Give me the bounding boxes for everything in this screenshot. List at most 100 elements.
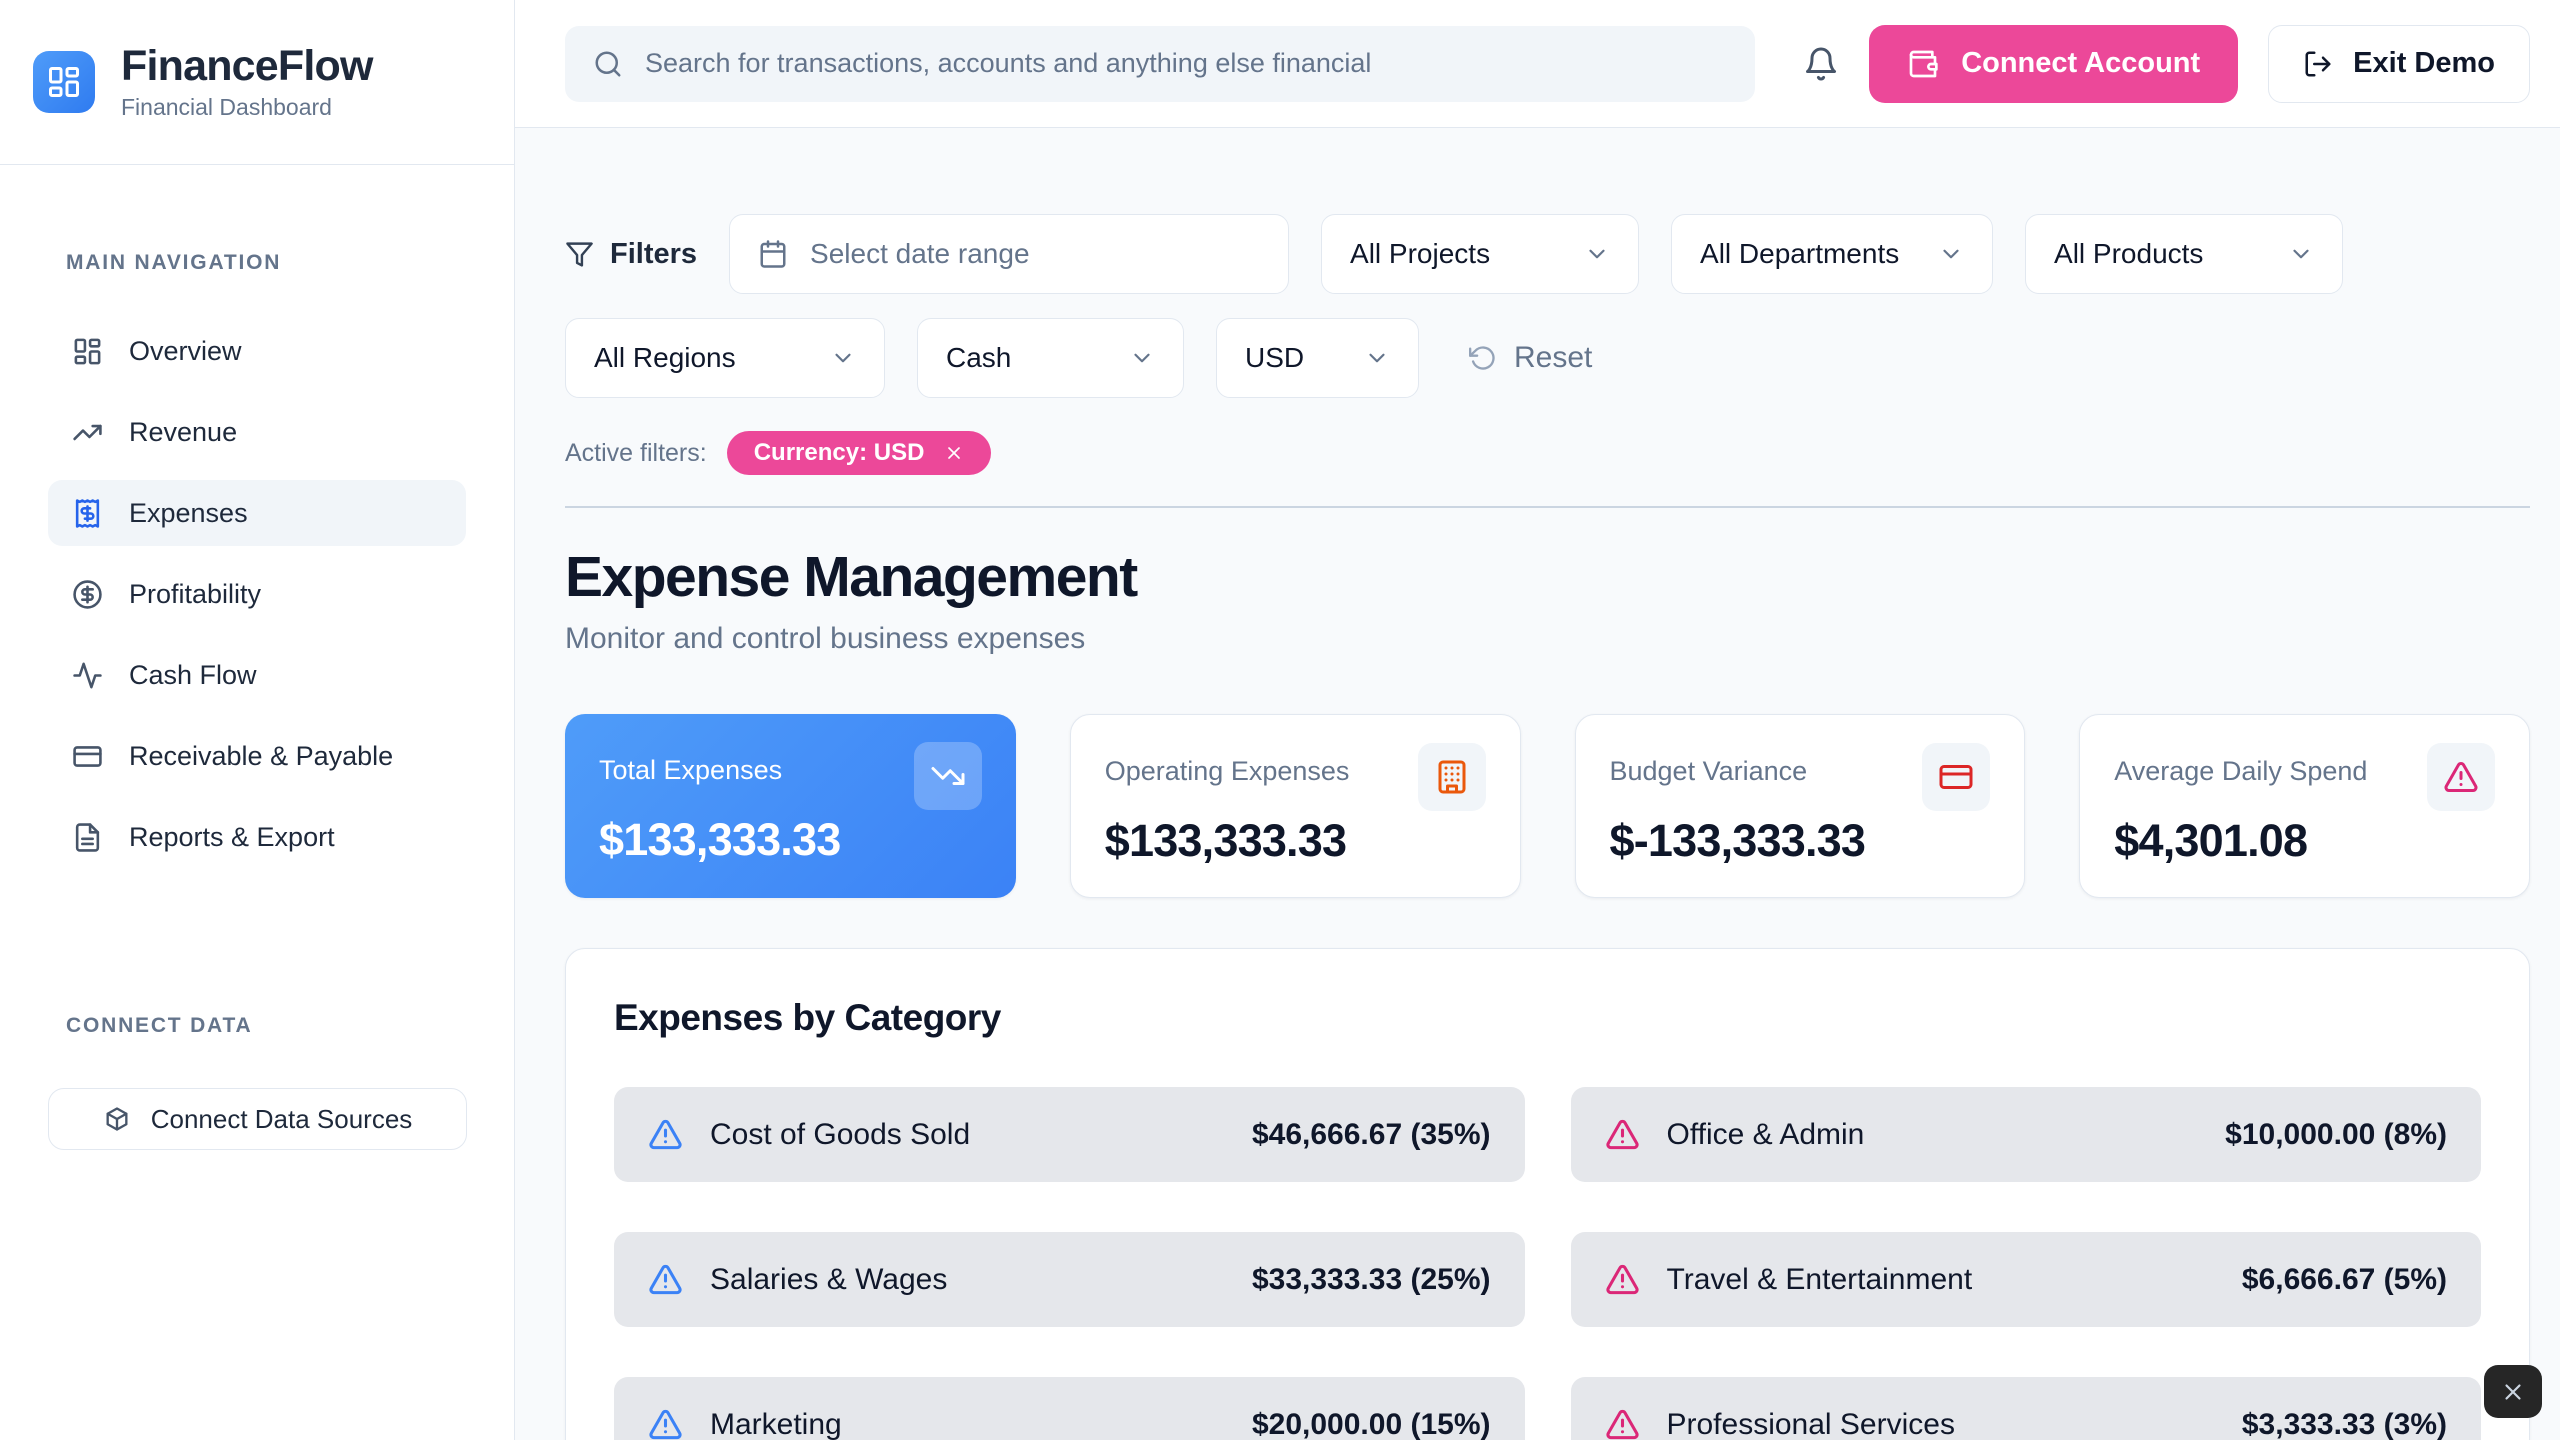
sidebar-item-label: Cash Flow bbox=[129, 659, 257, 690]
sidebar-item-label: Profitability bbox=[129, 578, 262, 609]
metric-value: $133,333.33 bbox=[1104, 815, 1347, 866]
sidebar-item-overview[interactable]: Overview bbox=[48, 318, 466, 384]
notifications-button[interactable] bbox=[1803, 46, 1839, 82]
category-value: $6,666.67 (5%) bbox=[2241, 1262, 2447, 1296]
category-row-travel-entertainment[interactable]: Travel & Entertainment $6,666.67 (5%) bbox=[1570, 1232, 2481, 1327]
global-search[interactable] bbox=[565, 25, 1755, 102]
filters-row-2: All Regions Cash USD Reset bbox=[565, 318, 2530, 398]
calendar-icon bbox=[758, 239, 788, 269]
departments-select[interactable]: All Departments bbox=[1671, 214, 1994, 294]
connect-data-heading: CONNECT DATA bbox=[66, 1014, 253, 1037]
alert-triangle-icon bbox=[648, 1407, 683, 1440]
brand-text: FinanceFlow Financial Dashboard bbox=[121, 43, 373, 120]
category-name: Professional Services bbox=[1666, 1407, 1955, 1440]
category-row-professional-services[interactable]: Professional Services $3,333.33 (3%) bbox=[1570, 1377, 2481, 1440]
sidebar-item-label: Overview bbox=[129, 335, 242, 366]
date-range-placeholder: Select date range bbox=[810, 238, 1030, 269]
metric-label: Operating Expenses bbox=[1104, 756, 1350, 786]
filters-label-group: Filters bbox=[565, 238, 697, 271]
chevron-down-icon bbox=[2288, 241, 2314, 267]
building-icon bbox=[1417, 743, 1486, 811]
metric-label: Budget Variance bbox=[1609, 756, 1808, 786]
category-row-office-admin[interactable]: Office & Admin $10,000.00 (8%) bbox=[1570, 1087, 2481, 1182]
chevron-down-icon bbox=[1584, 241, 1610, 267]
regions-select-value: All Regions bbox=[594, 342, 736, 373]
connect-data-sources-label: Connect Data Sources bbox=[150, 1103, 413, 1134]
sidebar-item-receivable-payable[interactable]: Receivable & Payable bbox=[48, 723, 466, 789]
category-section-title: Expenses by Category bbox=[614, 997, 1001, 1038]
projects-select-value: All Projects bbox=[1350, 238, 1491, 269]
filters-row-1: Filters Select date range All Projects A… bbox=[565, 214, 2530, 294]
chevron-down-icon bbox=[1129, 345, 1155, 371]
sidebar-item-label: Reports & Export bbox=[129, 821, 335, 852]
rotate-ccw-icon bbox=[1469, 344, 1497, 372]
products-select-value: All Products bbox=[2054, 238, 2204, 269]
expenses-by-category-card: Expenses by Category Cost of Goods Sold … bbox=[565, 948, 2530, 1440]
app-title: FinanceFlow bbox=[121, 42, 373, 91]
active-filter-chip-currency[interactable]: Currency: USD bbox=[726, 431, 992, 475]
category-name: Marketing bbox=[710, 1407, 842, 1440]
connect-account-button[interactable]: Connect Account bbox=[1869, 24, 2239, 103]
sidebar-item-reports-export[interactable]: Reports & Export bbox=[48, 804, 466, 870]
dismiss-widget-button[interactable] bbox=[2484, 1365, 2542, 1418]
alert-triangle-icon bbox=[2427, 743, 2495, 811]
package-icon bbox=[103, 1105, 131, 1133]
main-navigation: MAIN NAVIGATION Overview Revenue Expense… bbox=[0, 165, 514, 885]
metric-card-average-daily-spend[interactable]: Average Daily Spend $4,301.08 bbox=[2079, 714, 2530, 898]
sidebar-item-label: Expenses bbox=[129, 497, 248, 528]
sidebar-item-profitability[interactable]: Profitability bbox=[48, 561, 466, 627]
file-text-icon bbox=[72, 822, 103, 853]
credit-card-icon bbox=[72, 741, 103, 772]
dashboard-grid-icon bbox=[72, 336, 103, 367]
alert-triangle-icon bbox=[648, 1262, 683, 1297]
sidebar: FinanceFlow Financial Dashboard MAIN NAV… bbox=[0, 0, 515, 1440]
logout-icon bbox=[2303, 49, 2333, 79]
active-filters-label: Active filters: bbox=[565, 438, 707, 467]
content-column: Connect Account Exit Demo Filters Select… bbox=[515, 0, 2560, 1440]
metric-label: Total Expenses bbox=[599, 755, 783, 785]
payment-method-select-value: Cash bbox=[946, 342, 1012, 373]
sidebar-item-cash-flow[interactable]: Cash Flow bbox=[48, 642, 466, 708]
regions-select[interactable]: All Regions bbox=[565, 318, 885, 398]
alert-triangle-icon bbox=[648, 1117, 683, 1152]
category-value: $10,000.00 (8%) bbox=[2225, 1117, 2447, 1151]
reset-label: Reset bbox=[1514, 341, 1593, 374]
nav-section-heading: MAIN NAVIGATION bbox=[66, 251, 282, 274]
metric-card-operating-expenses[interactable]: Operating Expenses $133,333.33 bbox=[1069, 714, 1521, 898]
main-content: Filters Select date range All Projects A… bbox=[515, 128, 2560, 1440]
sidebar-item-revenue[interactable]: Revenue bbox=[48, 399, 466, 465]
payment-method-select[interactable]: Cash bbox=[917, 318, 1184, 398]
page-subtitle: Monitor and control business expenses bbox=[565, 622, 1086, 655]
category-name: Cost of Goods Sold bbox=[710, 1117, 971, 1151]
close-icon[interactable] bbox=[944, 443, 964, 463]
search-input[interactable] bbox=[645, 48, 1727, 79]
exit-demo-button[interactable]: Exit Demo bbox=[2268, 24, 2530, 103]
active-filters-row: Active filters: Currency: USD bbox=[565, 431, 2530, 475]
metric-value: $4,301.08 bbox=[2114, 815, 2308, 866]
sidebar-item-expenses[interactable]: Expenses bbox=[48, 480, 466, 546]
page-title: Expense Management bbox=[565, 545, 1138, 609]
sidebar-item-label: Revenue bbox=[129, 416, 238, 447]
date-range-picker[interactable]: Select date range bbox=[729, 214, 1290, 294]
category-row-cost-of-goods-sold[interactable]: Cost of Goods Sold $46,666.67 (35%) bbox=[614, 1087, 1525, 1182]
metric-value: $-133,333.33 bbox=[1609, 815, 1866, 866]
filters-label: Filters bbox=[610, 237, 698, 270]
category-value: $3,333.33 (3%) bbox=[2241, 1407, 2447, 1440]
header-actions: Connect Account Exit Demo bbox=[1803, 24, 2530, 103]
connect-data-sources-button[interactable]: Connect Data Sources bbox=[48, 1088, 467, 1150]
category-row-marketing[interactable]: Marketing $20,000.00 (15%) bbox=[614, 1377, 1525, 1440]
category-row-salaries-wages[interactable]: Salaries & Wages $33,333.33 (25%) bbox=[614, 1232, 1525, 1327]
connect-account-label: Connect Account bbox=[1961, 47, 2201, 79]
products-select[interactable]: All Products bbox=[2025, 214, 2344, 294]
currency-select[interactable]: USD bbox=[1216, 318, 1419, 398]
app-logo-icon bbox=[33, 51, 95, 113]
metric-card-budget-variance[interactable]: Budget Variance $-133,333.33 bbox=[1574, 714, 2026, 898]
metric-card-total-expenses[interactable]: Total Expenses $133,333.33 bbox=[565, 714, 1016, 898]
trending-up-icon bbox=[72, 417, 103, 448]
search-icon bbox=[593, 49, 623, 79]
funnel-icon bbox=[565, 240, 594, 269]
credit-card-icon bbox=[1922, 743, 1991, 811]
projects-select[interactable]: All Projects bbox=[1321, 214, 1640, 294]
chevron-down-icon bbox=[1938, 241, 1964, 267]
reset-filters-button[interactable]: Reset bbox=[1469, 341, 1592, 375]
